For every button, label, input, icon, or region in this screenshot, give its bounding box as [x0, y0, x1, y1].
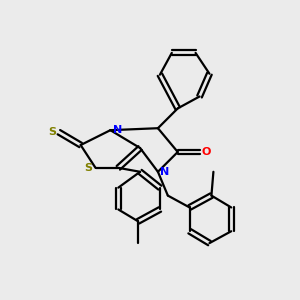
Text: N: N [113, 125, 122, 135]
Text: S: S [48, 127, 56, 137]
Text: N: N [160, 167, 170, 177]
Text: O: O [202, 147, 211, 157]
Text: S: S [85, 163, 93, 173]
